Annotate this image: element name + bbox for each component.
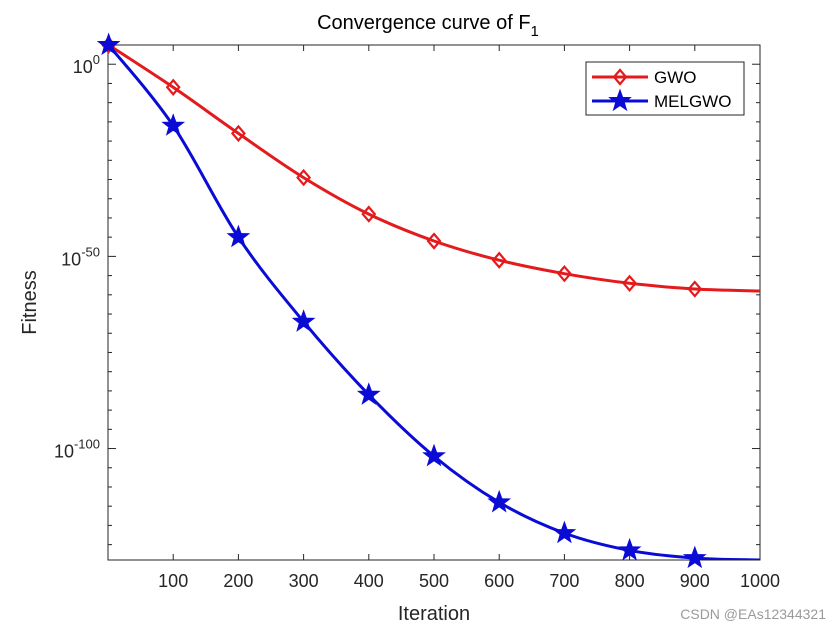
data-point-gwo [426,232,442,250]
x-tick-label: 600 [484,571,514,591]
legend: GWO MELGWO [585,61,745,116]
data-point-gwo [296,168,312,187]
chart-title: Convergence curve of F1 [317,12,539,40]
x-tick-label: 100 [158,571,188,591]
data-point-melgwo [617,537,642,561]
legend-marker-gwo [612,68,628,86]
data-point-gwo [556,264,572,283]
x-tick-label: 500 [419,571,449,591]
x-axis-label: Iteration [398,603,470,625]
legend-label-melgwo: MELGWO [654,92,731,111]
data-point-melgwo [487,489,512,513]
data-point-melgwo [356,382,381,405]
plot-area [107,44,761,561]
data-point-melgwo [682,545,707,569]
legend-label-gwo: GWO [654,68,697,87]
x-tick-label: 1000 [740,571,780,591]
data-point-melgwo [96,32,121,56]
x-tick-label: 700 [549,571,579,591]
data-point-gwo [165,78,181,96]
y-axis-label: Fitness [19,270,41,334]
x-tick-label: 300 [289,571,319,591]
series-line-gwo [108,43,760,293]
data-point-gwo [230,124,246,143]
x-tick-label: 400 [354,571,384,591]
data-point-melgwo [161,113,186,136]
legend-marker-melgwo [608,88,632,112]
data-point-melgwo [422,443,446,467]
data-point-melgwo [291,309,316,332]
data-point-melgwo [226,224,251,248]
data-point-melgwo [552,520,577,544]
y-tick-label: 10-100 [54,437,100,462]
x-tick-label: 800 [615,571,645,591]
series-line-melgwo [108,44,760,560]
y-tick-label: 100 [73,52,100,77]
data-point-gwo [687,280,703,298]
data-point-gwo [622,274,638,292]
data-point-gwo [361,205,377,223]
y-tick-label: 10-50 [61,244,100,269]
x-tick-label: 900 [680,571,710,591]
watermark: CSDN @EAs12344321 [680,606,826,622]
legend-box [585,61,745,116]
data-point-gwo [491,251,507,269]
x-tick-label: 200 [223,571,253,591]
